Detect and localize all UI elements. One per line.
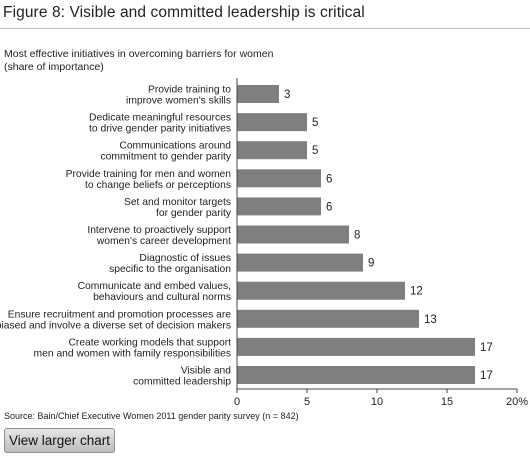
category-label: Provide training to improve women's skill… [126,85,231,107]
chart-subtitle-line-1: Most effective initiatives in overcoming… [4,48,274,60]
data-label: 6 [326,201,332,213]
view-larger-chart-button[interactable]: View larger chart [4,428,115,453]
bar [237,197,321,216]
data-label: 5 [312,117,318,129]
category-label: Visible and committed leadership [133,366,231,388]
data-label: 17 [480,370,493,382]
bar [237,337,475,356]
x-tick-label: 20% [506,396,528,408]
bar [237,366,475,384]
chart-subtitle: Most effective initiatives in overcoming… [4,48,304,74]
data-label: 12 [410,286,423,298]
x-tick-label: 5 [304,396,310,408]
bar [237,85,279,103]
category-label: Intervene to proactively support women's … [87,225,231,247]
data-label: 3 [284,89,290,101]
bar [237,281,405,300]
x-tick-label: 10 [371,396,383,408]
bar [237,225,349,244]
data-label: 13 [424,314,437,326]
bar [237,309,419,328]
category-label: Set and monitor targets for gender parity [124,197,232,219]
x-tick-label: 0 [234,396,240,408]
x-tick-label: 15 [441,396,453,408]
bar [237,141,307,160]
category-label: Create working models that support men an… [34,337,232,359]
figure-title: Figure 8: Visible and committed leadersh… [3,4,365,21]
category-label: Diagnostic of issues specific to the orga… [109,253,231,275]
category-label: Communicate and embed values, behaviours … [78,281,231,303]
title-divider [0,28,530,29]
data-label: 6 [326,173,332,185]
bar [237,253,363,272]
category-label: Ensure recruitment and promotion process… [0,309,231,331]
data-label: 5 [312,145,318,157]
bar [237,113,307,132]
data-label: 9 [368,258,374,270]
category-label: Communications around commitment to gende… [101,141,232,163]
category-label: Provide training for men and women to cha… [66,169,232,191]
bar [237,169,321,188]
category-label: Dedicate meaningful resources to drive ge… [89,113,231,135]
chart-subtitle-line-2: (share of importance) [4,61,104,73]
source-note: Source: Bain/Chief Executive Women 2011 … [4,411,299,421]
data-label: 8 [354,230,360,242]
data-label: 17 [480,342,493,354]
